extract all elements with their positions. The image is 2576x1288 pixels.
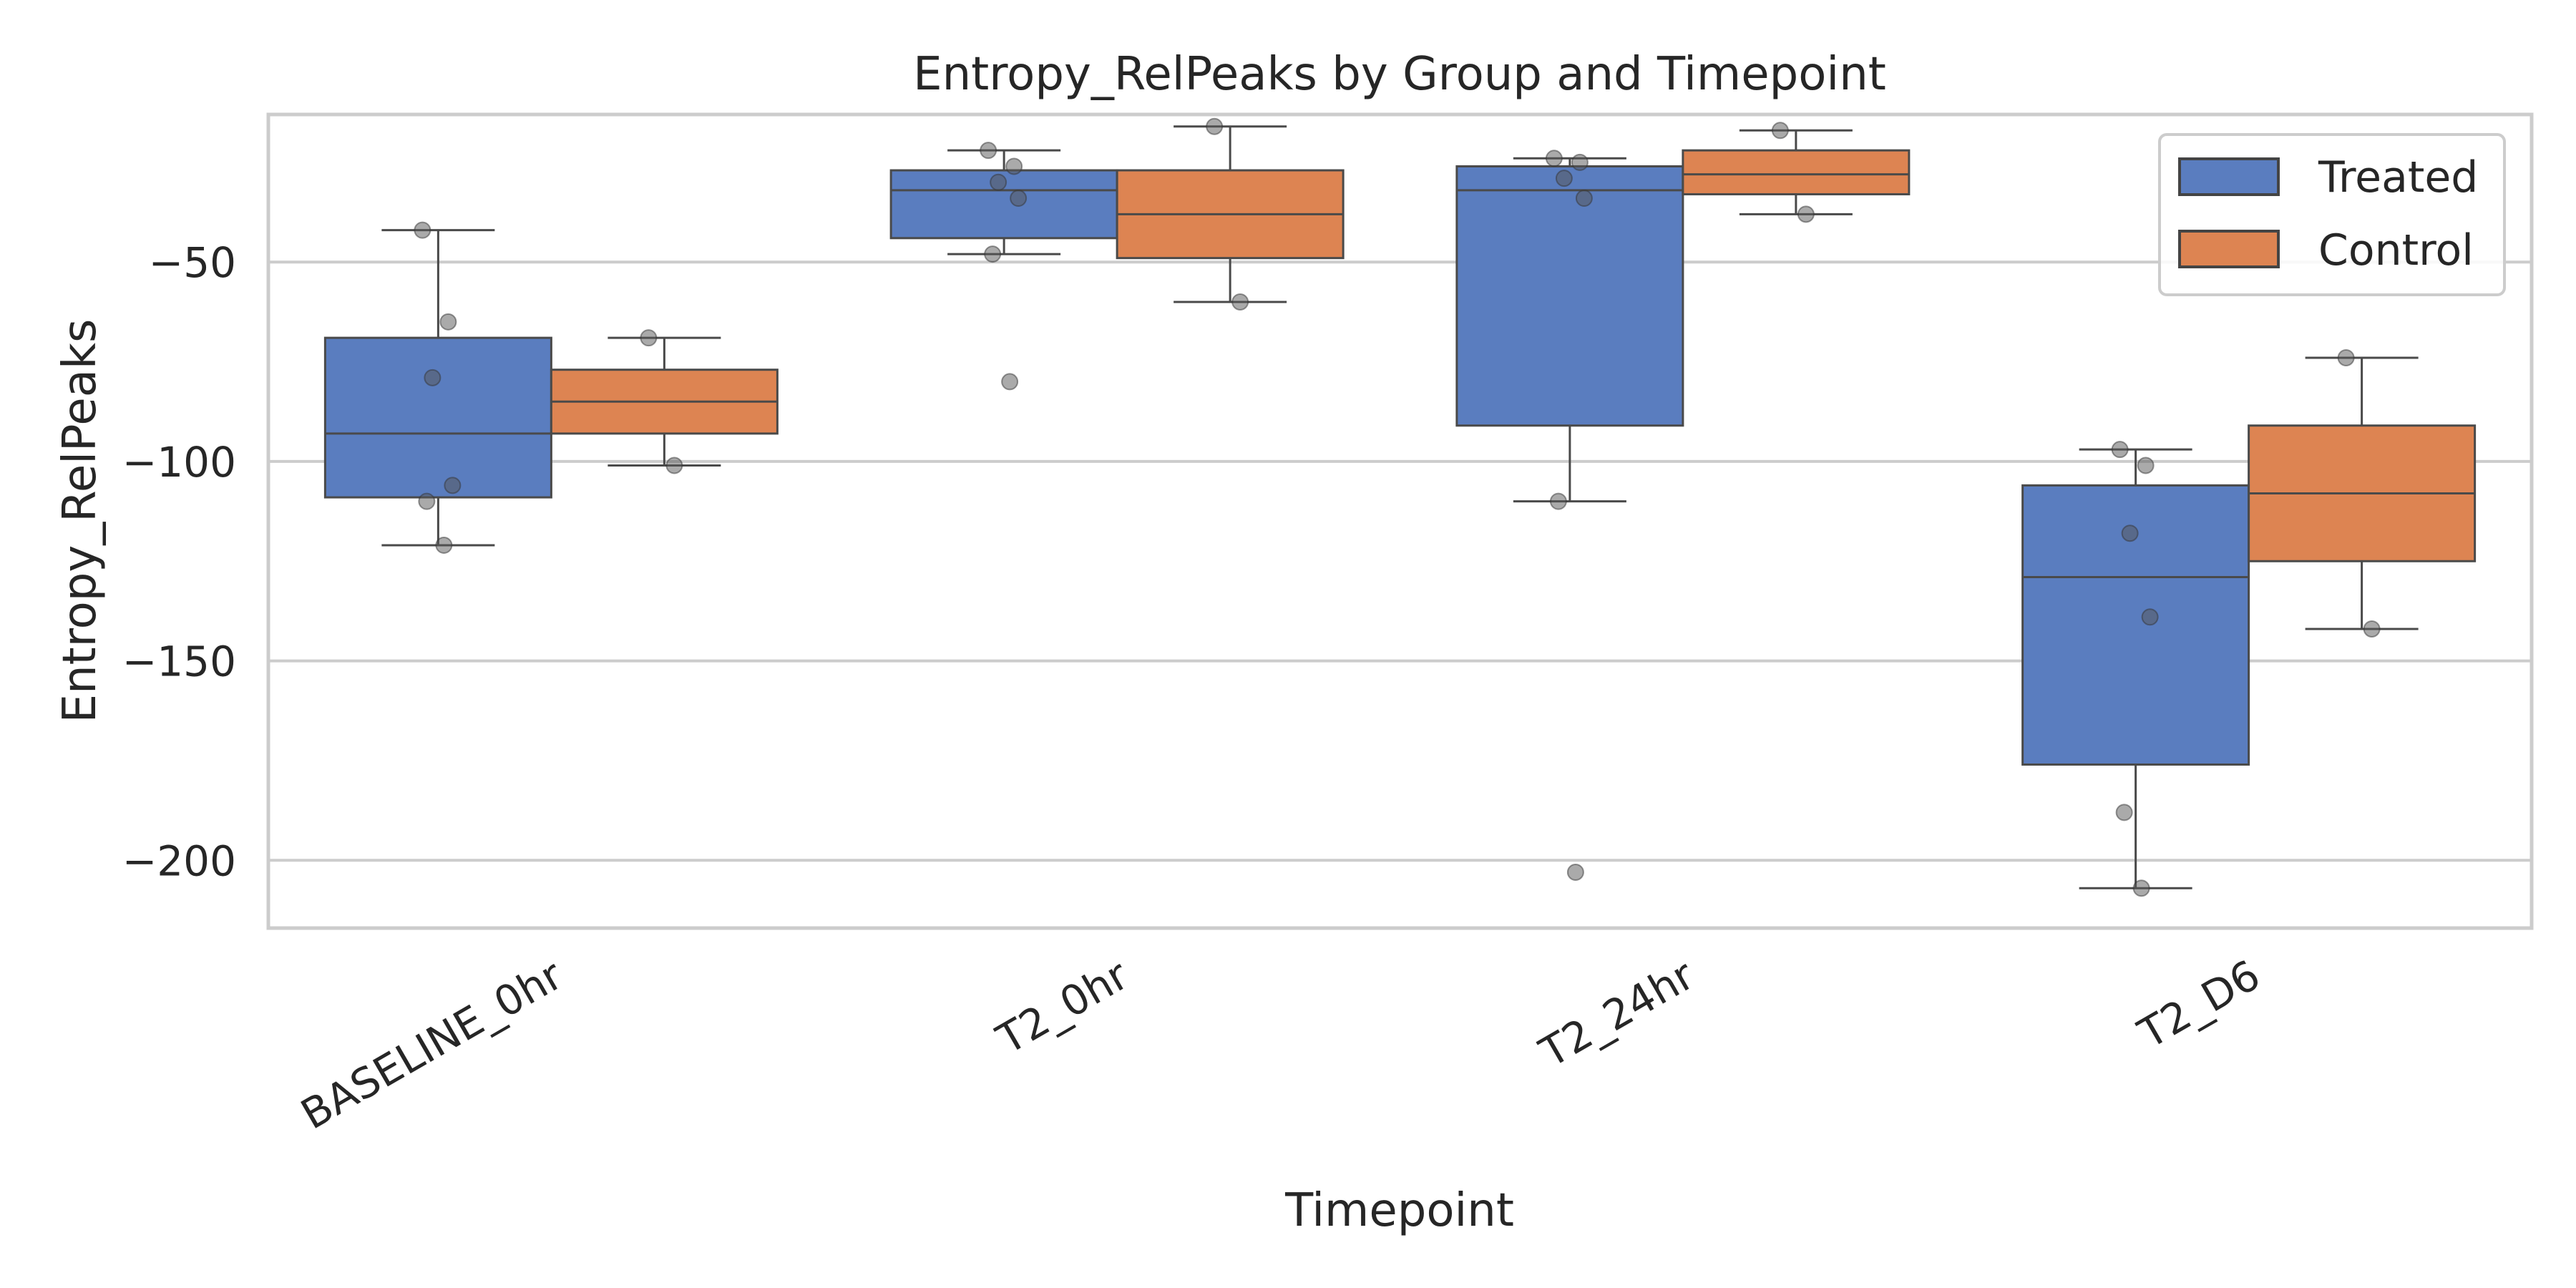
data-point [984, 245, 1002, 263]
data-point [980, 142, 997, 160]
data-point [2141, 608, 2159, 626]
boxes-layer [323, 125, 2477, 889]
data-point [424, 369, 441, 386]
y-axis-ticks: −50 −100 −150 −200 [122, 238, 236, 885]
data-point [1575, 190, 1593, 208]
data-point [2121, 525, 2139, 542]
data-point [1571, 153, 1589, 171]
x-axis-label: Timepoint [1284, 1184, 1514, 1237]
data-point [1555, 170, 1573, 187]
data-point [418, 492, 436, 510]
box-control-t2_d6 [2248, 356, 2477, 630]
box-treated-baseline_0hr [323, 229, 552, 547]
box-control-baseline_0hr [550, 336, 779, 467]
data-point [1549, 492, 1567, 510]
points-layer [414, 117, 2381, 897]
box-body [323, 336, 552, 499]
data-point [2111, 441, 2129, 459]
data-point [1010, 190, 1028, 208]
box-body [1682, 149, 1911, 195]
legend-label-control: Control [2318, 225, 2474, 275]
y-tick-label: −150 [122, 638, 236, 686]
data-point [1005, 157, 1023, 175]
data-point [990, 173, 1008, 191]
data-point [444, 477, 462, 494]
chart-title: Entropy_RelPeaks by Group and Timepoint [913, 48, 1886, 101]
data-point [1545, 150, 1563, 167]
y-axis-label: Entropy_RelPeaks [54, 319, 107, 723]
data-point [435, 536, 453, 554]
data-point [439, 313, 457, 331]
data-point [1771, 122, 1789, 140]
data-point [1001, 373, 1019, 391]
box-treated-t2_24hr [1455, 157, 1684, 503]
data-point [640, 329, 658, 347]
box-control-t2_0hr [1116, 125, 1345, 303]
y-tick-label: −50 [149, 238, 236, 287]
box-control-t2_24hr [1682, 129, 1911, 215]
data-point [414, 221, 431, 239]
data-point [2115, 804, 2133, 821]
data-point [1797, 205, 1815, 223]
legend-label-treated: Treated [2318, 152, 2478, 203]
data-point [2363, 620, 2381, 638]
data-point [1206, 117, 1224, 135]
data-point [1566, 863, 1584, 881]
data-point [2132, 879, 2150, 897]
legend: Treated Control [2158, 133, 2506, 296]
y-tick-label: −100 [122, 438, 236, 487]
legend-swatch-control [2178, 230, 2280, 268]
data-point [2337, 348, 2355, 366]
data-point [2137, 457, 2155, 474]
box-body [1455, 165, 1684, 427]
plot-area-frame [266, 112, 2534, 930]
data-point [1231, 293, 1249, 311]
y-tick-label: −200 [122, 836, 236, 885]
legend-swatch-treated [2178, 157, 2280, 196]
data-point [665, 457, 683, 474]
